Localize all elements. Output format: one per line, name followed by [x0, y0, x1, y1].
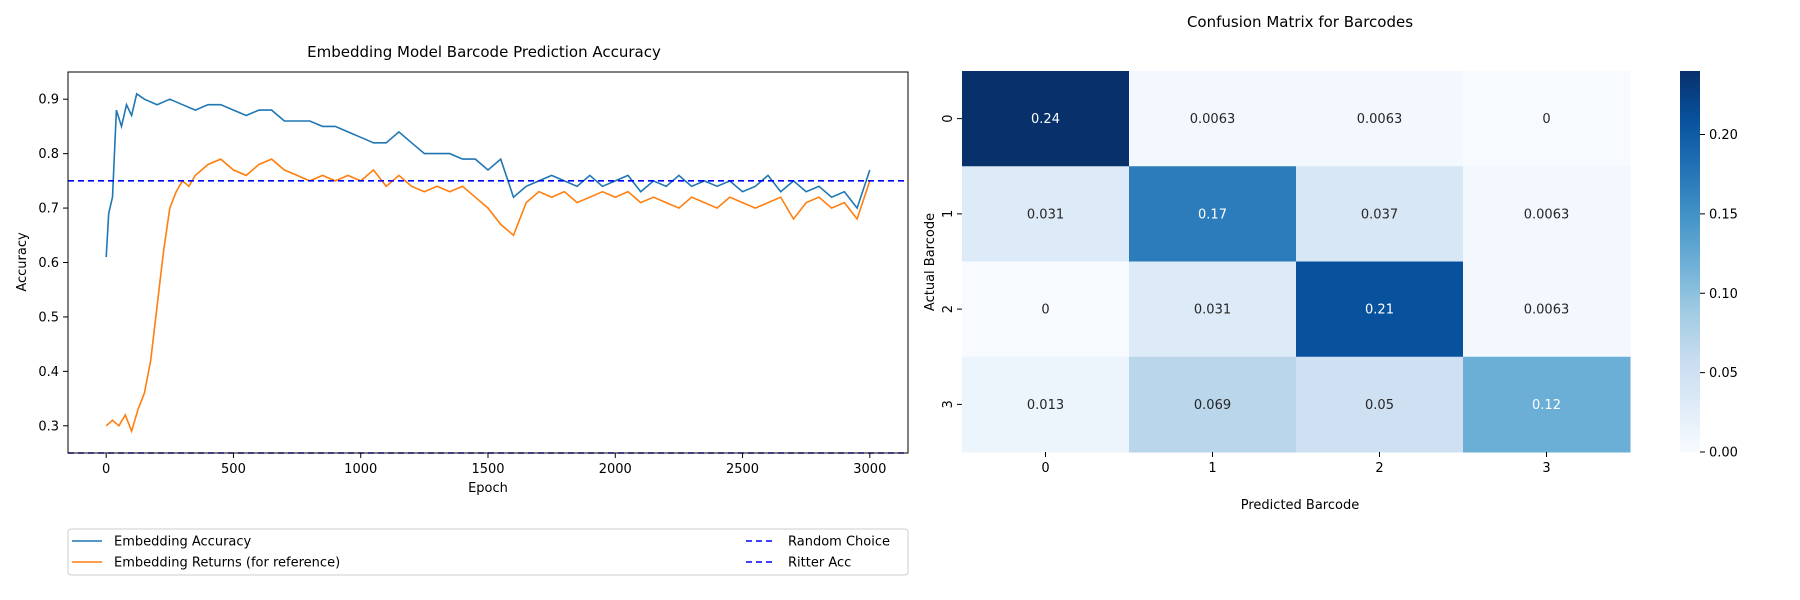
line-chart-legend: Embedding Accuracy Embedding Returns (for… [67, 528, 909, 576]
heatmap-cell [1129, 356, 1297, 453]
legend-label: Random Choice [788, 535, 890, 550]
series-line-0 [105, 92, 871, 258]
heatmap-cell-label: 0.12 [1532, 398, 1561, 413]
colorbar [1680, 71, 1700, 452]
line-chart-y-ticks: 0.3 0.4 0.5 0.6 0.7 0.8 0.9 [38, 93, 68, 434]
heatmap-cell-label: 0.21 [1365, 303, 1394, 318]
colorbar-tick-label: 0.15 [1709, 207, 1738, 222]
heatmap-cell [1463, 71, 1631, 167]
heatmap-title: Confusion Matrix for Barcodes [1187, 13, 1413, 31]
y-tick-label: 0.3 [38, 419, 59, 434]
y-tick-label: 0.9 [38, 93, 59, 108]
heatmap-cell [962, 261, 1130, 358]
heatmap-cell [1296, 71, 1464, 167]
heatmap-cell-label: 0.17 [1198, 207, 1227, 222]
x-tick-label: 2000 [599, 462, 632, 477]
heatmap-x-tick-label: 1 [1208, 461, 1216, 476]
heatmap-cells: 0.24 0.0063 0.0063 0 0.031 0.17 0.037 0.0063 0 0.… [962, 71, 1631, 453]
heatmap-cell [962, 166, 1130, 262]
y-tick-label: 0.8 [38, 147, 59, 162]
heatmap-cell-label: 0.05 [1365, 398, 1394, 413]
heatmap-x-tick-label: 2 [1375, 461, 1383, 476]
colorbar-tick-label: 0.00 [1709, 446, 1738, 461]
line-chart-x-label: Epoch [468, 481, 508, 496]
x-tick-label: 500 [221, 462, 246, 477]
heatmap-cell-label: 0.0063 [1357, 112, 1403, 127]
y-tick-label: 0.5 [38, 310, 59, 325]
heatmap-cell [1129, 261, 1297, 358]
heatmap-cell [1296, 261, 1464, 358]
legend-label: Embedding Returns (for reference) [114, 556, 340, 571]
legend-label: Ritter Acc [788, 556, 851, 571]
confusion-matrix-heatmap: Confusion Matrix for Barcodes 0.24 0.0063… [923, 13, 1738, 513]
heatmap-cell-label: 0.0063 [1524, 207, 1570, 222]
heatmap-y-tick-label: 0 [941, 114, 956, 122]
accuracy-line-chart: Embedding Model Barcode Prediction Accur… [15, 43, 909, 576]
heatmap-cell-label: 0.24 [1031, 112, 1060, 127]
colorbar-tick-label: 0.05 [1709, 366, 1738, 381]
heatmap-y-label: Actual Barcode [923, 213, 938, 311]
heatmap-cell [1129, 166, 1297, 262]
heatmap-cell-label: 0 [1041, 303, 1049, 318]
heatmap-cell-label: 0 [1542, 112, 1550, 127]
heatmap-cell [962, 356, 1130, 453]
heatmap-y-ticks: 0 1 2 3 [941, 114, 962, 409]
x-tick-label: 1500 [471, 462, 504, 477]
heatmap-cell-label: 0.037 [1361, 207, 1398, 222]
heatmap-cell [1463, 356, 1631, 453]
heatmap-cell [1296, 356, 1464, 453]
heatmap-cell [1296, 166, 1464, 262]
heatmap-cell [962, 71, 1130, 167]
y-tick-label: 0.6 [38, 256, 59, 271]
heatmap-cell-label: 0.031 [1027, 207, 1064, 222]
line-chart-title: Embedding Model Barcode Prediction Accur… [307, 43, 661, 61]
heatmap-cell [1463, 166, 1631, 262]
heatmap-cell [1463, 261, 1631, 358]
line-chart-plot-area [68, 72, 908, 453]
heatmap-cell [1129, 71, 1297, 167]
y-tick-label: 0.4 [38, 365, 59, 380]
colorbar-ticks: 0.00 0.05 0.10 0.15 0.20 [1700, 128, 1738, 461]
y-tick-label: 0.7 [38, 202, 59, 217]
series-line-1 [105, 158, 871, 434]
heatmap-y-tick-label: 1 [941, 210, 956, 218]
heatmap-cell-label: 0.069 [1194, 398, 1231, 413]
line-chart-x-ticks: 0 500 1000 1500 2000 2500 3000 [102, 453, 886, 477]
heatmap-cell-label: 0.0063 [1524, 303, 1570, 318]
heatmap-x-tick-label: 0 [1041, 461, 1049, 476]
line-chart-y-label: Accuracy [15, 232, 30, 292]
heatmap-x-tick-label: 3 [1542, 461, 1550, 476]
heatmap-cell-label: 0.013 [1027, 398, 1064, 413]
legend-label: Embedding Accuracy [114, 535, 252, 550]
x-tick-label: 2500 [726, 462, 759, 477]
heatmap-cell-label: 0.031 [1194, 303, 1231, 318]
heatmap-x-ticks: 0 1 2 3 [1041, 452, 1551, 476]
heatmap-y-tick-label: 3 [941, 400, 956, 408]
x-tick-label: 1000 [344, 462, 377, 477]
heatmap-y-tick-label: 2 [941, 305, 956, 313]
x-tick-label: 3000 [853, 462, 886, 477]
legend-frame [67, 528, 909, 576]
x-tick-label: 0 [102, 462, 110, 477]
colorbar-tick-label: 0.10 [1709, 287, 1738, 302]
heatmap-cell-label: 0.0063 [1190, 112, 1236, 127]
heatmap-x-label: Predicted Barcode [1241, 498, 1359, 513]
colorbar-tick-label: 0.20 [1709, 128, 1738, 143]
